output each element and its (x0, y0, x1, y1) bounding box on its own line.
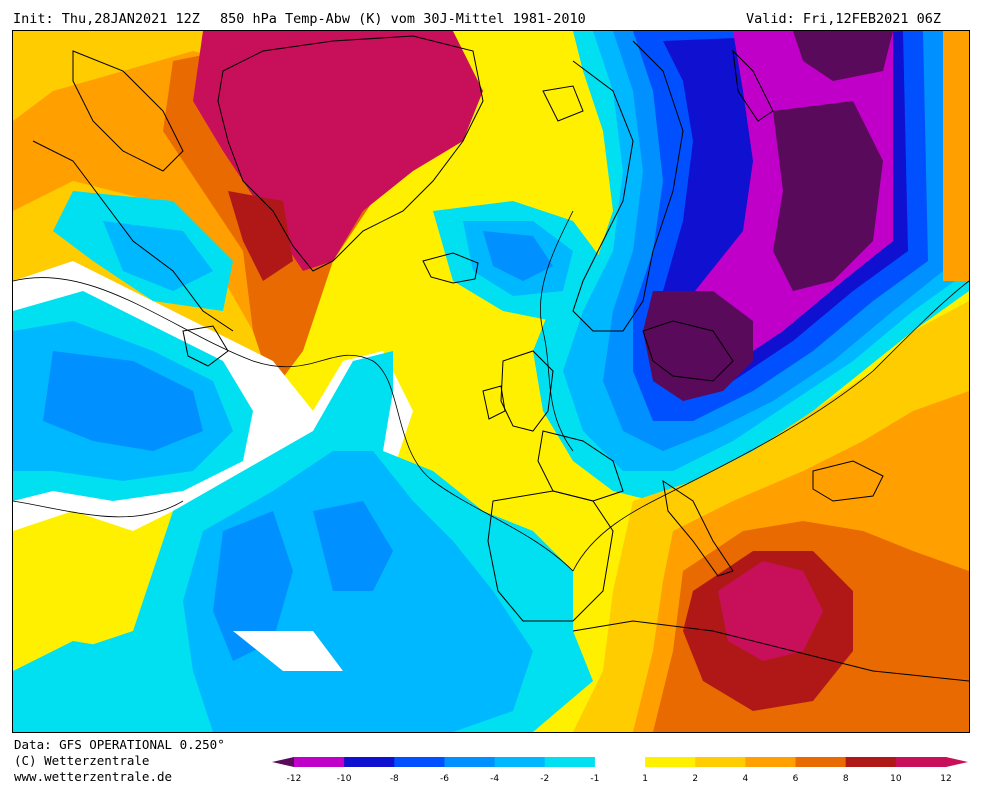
legend-tick-label: -10 (337, 774, 352, 784)
legend-swatch (895, 757, 947, 767)
isoline-layer (13, 210, 969, 572)
legend-arrow-right (946, 757, 968, 767)
legend-swatch (294, 757, 345, 767)
legend-tick-label: 10 (890, 774, 902, 784)
legend-tick-label: -6 (440, 774, 449, 784)
anomaly-region-midblue-atlantic (213, 511, 293, 661)
isoline-zero-east (572, 280, 969, 572)
coastline-iceland (422, 252, 479, 284)
anomaly-region-midblue-denmarkstrait (483, 231, 553, 281)
legend-swatch (394, 757, 445, 767)
legend-tick-label: 8 (843, 774, 849, 784)
anomaly-region-purple-central-europe (643, 291, 753, 401)
isoline-zero-west (13, 277, 574, 572)
legend-swatch (645, 757, 696, 767)
legend-swatch (695, 757, 746, 767)
legend-swatch (594, 757, 646, 767)
legend-tick-label: -8 (390, 774, 399, 784)
legend-tick-label: -2 (540, 774, 549, 784)
coastline-italy (662, 479, 734, 577)
copyright-label: (C) Wetterzentrale (14, 753, 150, 768)
anomaly-region-orange-east (943, 31, 969, 281)
legend-swatch (795, 757, 847, 767)
coastline-novaya-zemlya (732, 49, 774, 122)
init-label: Init: Thu,28JAN2021 12Z (13, 11, 200, 27)
anomaly-region-midblue-atlantic-2 (313, 501, 393, 591)
anomaly-zero-band-south (233, 631, 343, 671)
coastline-black-sea (812, 460, 884, 502)
coastline-baffin (72, 50, 184, 172)
coastline-newfoundland (182, 325, 229, 367)
legend-swatch (745, 757, 797, 767)
legend-swatch (494, 757, 546, 767)
legend-tick-label: 6 (793, 774, 799, 784)
coastline-labrador (32, 140, 234, 332)
legend-tick-label: -1 (590, 774, 599, 784)
anomaly-region-purple-russia-north (793, 31, 893, 81)
anomaly-region-red-greenland (228, 191, 293, 281)
isoline-zero-north (539, 210, 574, 452)
legend-swatch (845, 757, 897, 767)
anomaly-region-midblue-west (43, 351, 203, 451)
isoline-zero-southwest (13, 500, 184, 518)
legend-swatch (544, 757, 596, 767)
anomaly-region-cyan-southwest (13, 641, 173, 732)
coastline-scandinavia (572, 40, 684, 332)
anomaly-region-crimson-sahara (718, 561, 823, 661)
temperature-anomaly-map (12, 30, 970, 733)
legend-tick-label: 12 (940, 774, 951, 784)
website-label: www.wetterzentrale.de (14, 769, 173, 784)
legend-tick-label: 1 (642, 774, 648, 784)
legend-tick-label: -12 (287, 774, 302, 784)
legend-tick-label: 2 (692, 774, 698, 784)
coastline-france (537, 430, 624, 502)
legend-arrow-left (272, 757, 294, 767)
coastline-baltic (642, 320, 734, 382)
legend-tick-label: 4 (743, 774, 749, 784)
coastline-ireland (482, 385, 506, 420)
valid-label: Valid: Fri,12FEB2021 06Z (746, 11, 942, 27)
anomaly-region-purple-russia (773, 101, 883, 291)
data-source-label: Data: GFS OPERATIONAL 0.250° (14, 737, 225, 752)
legend-swatch (444, 757, 496, 767)
legend-swatch (344, 757, 395, 767)
color-scale-legend: -12 -10 -8 -6 -4 -2 -1 1 2 4 6 8 10 12 (270, 755, 970, 785)
chart-title: 850 hPa Temp-Abw (K) vom 30J-Mittel 1981… (220, 11, 586, 27)
coastline-greenland (217, 35, 484, 272)
coastline-british-isles (500, 350, 554, 432)
coastline-layer (32, 35, 969, 682)
legend-tick-label: -4 (490, 774, 499, 784)
coastline-svalbard (542, 85, 584, 122)
coastline-north-africa (572, 620, 969, 682)
